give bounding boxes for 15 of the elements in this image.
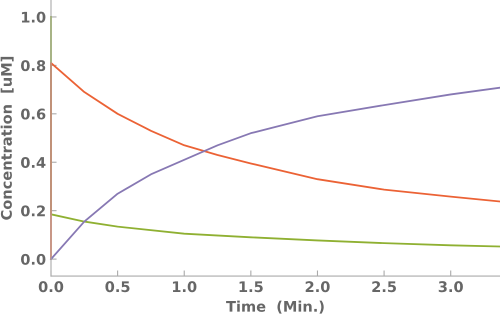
x-tick-label: 1.0 bbox=[172, 281, 196, 292]
y-axis-title: Concentration [uM] bbox=[0, 56, 14, 220]
x-tick-label: 1.5 bbox=[240, 281, 263, 292]
y-tick-label: 1.0 bbox=[22, 12, 46, 23]
x-tick-label: 2.5 bbox=[372, 281, 396, 292]
x-tick-label: 0.0 bbox=[38, 281, 64, 292]
y-tick-label: 0.8 bbox=[21, 60, 46, 72]
y-tick-label: 0.2 bbox=[21, 205, 45, 216]
x-tick-label: 2.0 bbox=[306, 281, 330, 292]
x-tick-label: 3.0 bbox=[438, 281, 463, 292]
x-axis-title: Time (Min.) bbox=[226, 300, 324, 314]
y-tick-label: 0.6 bbox=[21, 108, 46, 120]
x-tick-label: 0.5 bbox=[105, 281, 130, 292]
y-tick-label: 0.0 bbox=[21, 254, 46, 265]
y-tick-label: 0.4 bbox=[21, 156, 46, 168]
